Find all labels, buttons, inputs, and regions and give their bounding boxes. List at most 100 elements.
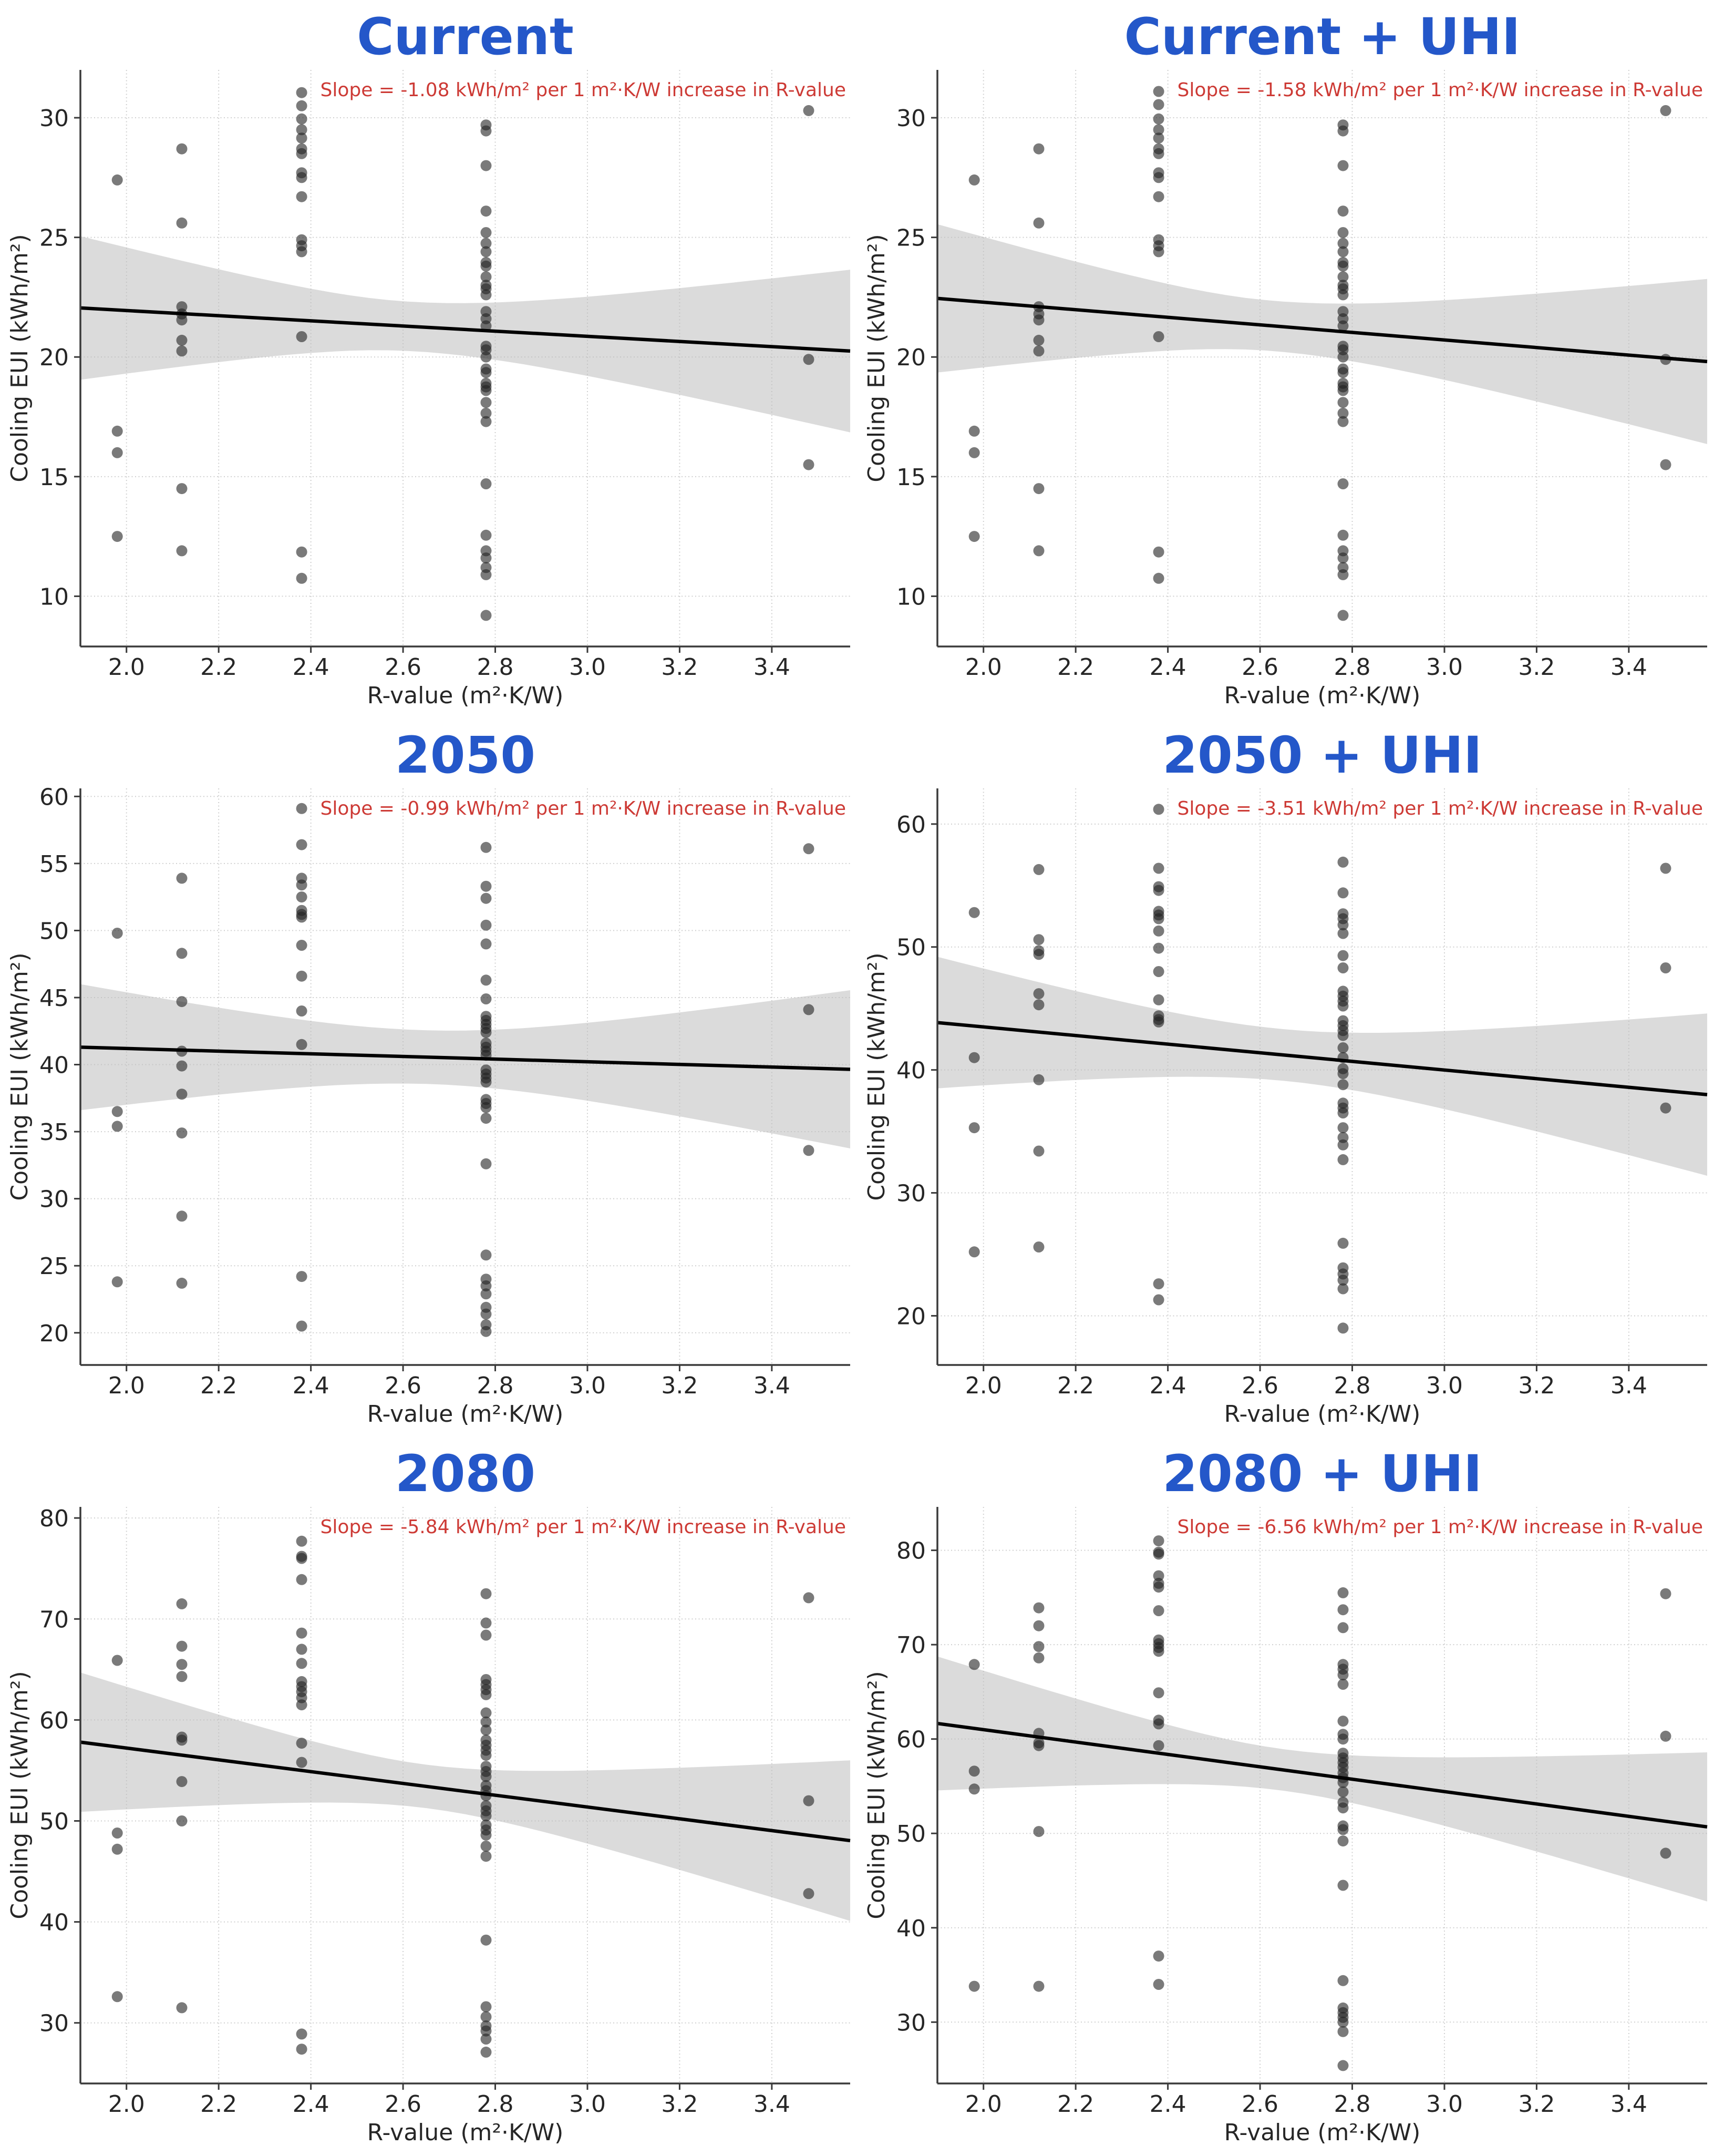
regression-line [80, 1045, 851, 1071]
data-point [480, 1158, 492, 1169]
axes-spines [936, 1507, 1707, 2085]
data-point [176, 483, 188, 495]
data-point [1660, 1730, 1671, 1742]
y-tick-labels: 30 40 50 60 70 80 [896, 1538, 926, 2037]
axes-spines [936, 788, 1707, 1366]
axes-spines [79, 70, 850, 648]
tick-marks [931, 823, 1630, 1371]
data-point [1660, 105, 1671, 116]
regression-line [80, 306, 851, 353]
y-tick-label: 35 [39, 1119, 69, 1146]
data-point [968, 174, 980, 186]
data-point [1153, 913, 1164, 925]
data-point [480, 892, 492, 904]
y-axis-label: Cooling EUI (kWh/m²) [863, 952, 890, 1200]
scatter-points [968, 86, 1671, 621]
panel-2080: 2.0 2.2 2.4 2.6 2.8 3.0 3.2 3.4 30 40 50 60 70 80 R-va… [0, 1437, 857, 2155]
data-point [1033, 1980, 1045, 1992]
chart-current-uhi: 2.0 2.2 2.4 2.6 2.8 3.0 3.2 3.4 10 15 20 25 30 R-valu… [863, 7, 1708, 709]
data-point [1337, 1622, 1349, 1634]
data-point [1337, 478, 1349, 489]
data-point [1153, 1687, 1164, 1699]
data-point [1153, 1582, 1164, 1593]
y-tick-label: 80 [896, 1538, 926, 1565]
data-point [1337, 610, 1349, 621]
data-point [1337, 407, 1349, 419]
data-point [1153, 1016, 1164, 1028]
y-axis-label: Cooling EUI (kWh/m²) [863, 1671, 890, 1919]
x-tick-label: 2.0 [965, 2091, 1002, 2118]
data-point [1337, 1880, 1349, 1891]
data-point [1337, 569, 1349, 580]
data-point [1337, 238, 1349, 249]
data-point [1337, 950, 1349, 961]
data-point [1153, 1740, 1164, 1751]
x-tick-labels: 2.0 2.2 2.4 2.6 2.8 3.0 3.2 3.4 [108, 1372, 790, 1399]
gridlines [937, 70, 1707, 646]
data-point [1337, 227, 1349, 238]
chart-title: 2050 + UHI [1162, 726, 1482, 785]
y-tick-label: 60 [896, 812, 926, 838]
data-point [296, 803, 307, 814]
data-point [1033, 1145, 1045, 1157]
data-point [1337, 887, 1349, 899]
data-point [296, 148, 307, 159]
data-point [1337, 1824, 1349, 1835]
data-point [296, 246, 307, 258]
x-tick-label: 3.4 [753, 2091, 790, 2118]
data-point [1153, 546, 1164, 558]
data-point [968, 1659, 980, 1670]
x-tick-label: 3.0 [1426, 654, 1463, 681]
data-point [803, 354, 814, 365]
data-point [1153, 1548, 1164, 1560]
data-point [1337, 1079, 1349, 1091]
data-point [176, 1210, 188, 1222]
x-tick-label: 2.4 [293, 2091, 329, 2118]
data-point [480, 160, 492, 171]
data-point [1033, 1641, 1045, 1652]
data-point [176, 143, 188, 155]
data-point [1337, 1733, 1349, 1745]
data-point [1337, 351, 1349, 363]
data-point [480, 880, 492, 892]
data-point [1153, 331, 1164, 342]
data-point [480, 1810, 492, 1822]
data-point [1033, 988, 1045, 1000]
data-point [480, 407, 492, 419]
data-point [968, 1122, 980, 1134]
gridlines [937, 1507, 1707, 2083]
x-tick-label: 3.2 [661, 1372, 698, 1399]
data-point [480, 1288, 492, 1300]
tick-marks [931, 117, 1630, 653]
data-point [111, 928, 123, 939]
data-point [480, 1588, 492, 1599]
panel-current: 2.0 2.2 2.4 2.6 2.8 3.0 3.2 3.4 10 15 20 25 30 R-valu… [0, 0, 857, 718]
data-point [1337, 1587, 1349, 1598]
data-point [1337, 260, 1349, 272]
data-point [480, 1829, 492, 1841]
data-point [968, 447, 980, 458]
x-tick-label: 2.8 [1334, 2091, 1371, 2118]
data-point [480, 246, 492, 258]
y-tick-label: 10 [39, 583, 69, 610]
data-point [968, 907, 980, 918]
y-tick-label: 30 [39, 105, 69, 132]
y-tick-label: 30 [39, 2010, 69, 2037]
slope-annotation: Slope = -1.58 kWh/m² per 1 m²·K/W increa… [1177, 79, 1703, 101]
data-point [1337, 1322, 1349, 1334]
confidence-band [937, 224, 1707, 444]
data-point [176, 1127, 188, 1139]
data-point [803, 1004, 814, 1015]
data-point [1337, 928, 1349, 939]
data-point [176, 1060, 188, 1072]
data-point [296, 1627, 307, 1639]
x-tick-label: 3.4 [753, 654, 790, 681]
x-tick-label: 2.8 [477, 654, 514, 681]
data-point [1337, 2016, 1349, 2028]
data-point [1153, 1535, 1164, 1547]
gridlines [937, 788, 1707, 1365]
data-point [176, 334, 188, 346]
chart-2050-uhi: 2.0 2.2 2.4 2.6 2.8 3.0 3.2 3.4 20 30 40 50 60 R-valu… [863, 726, 1708, 1428]
x-tick-label: 3.0 [569, 1372, 606, 1399]
scatter-points [111, 87, 814, 621]
